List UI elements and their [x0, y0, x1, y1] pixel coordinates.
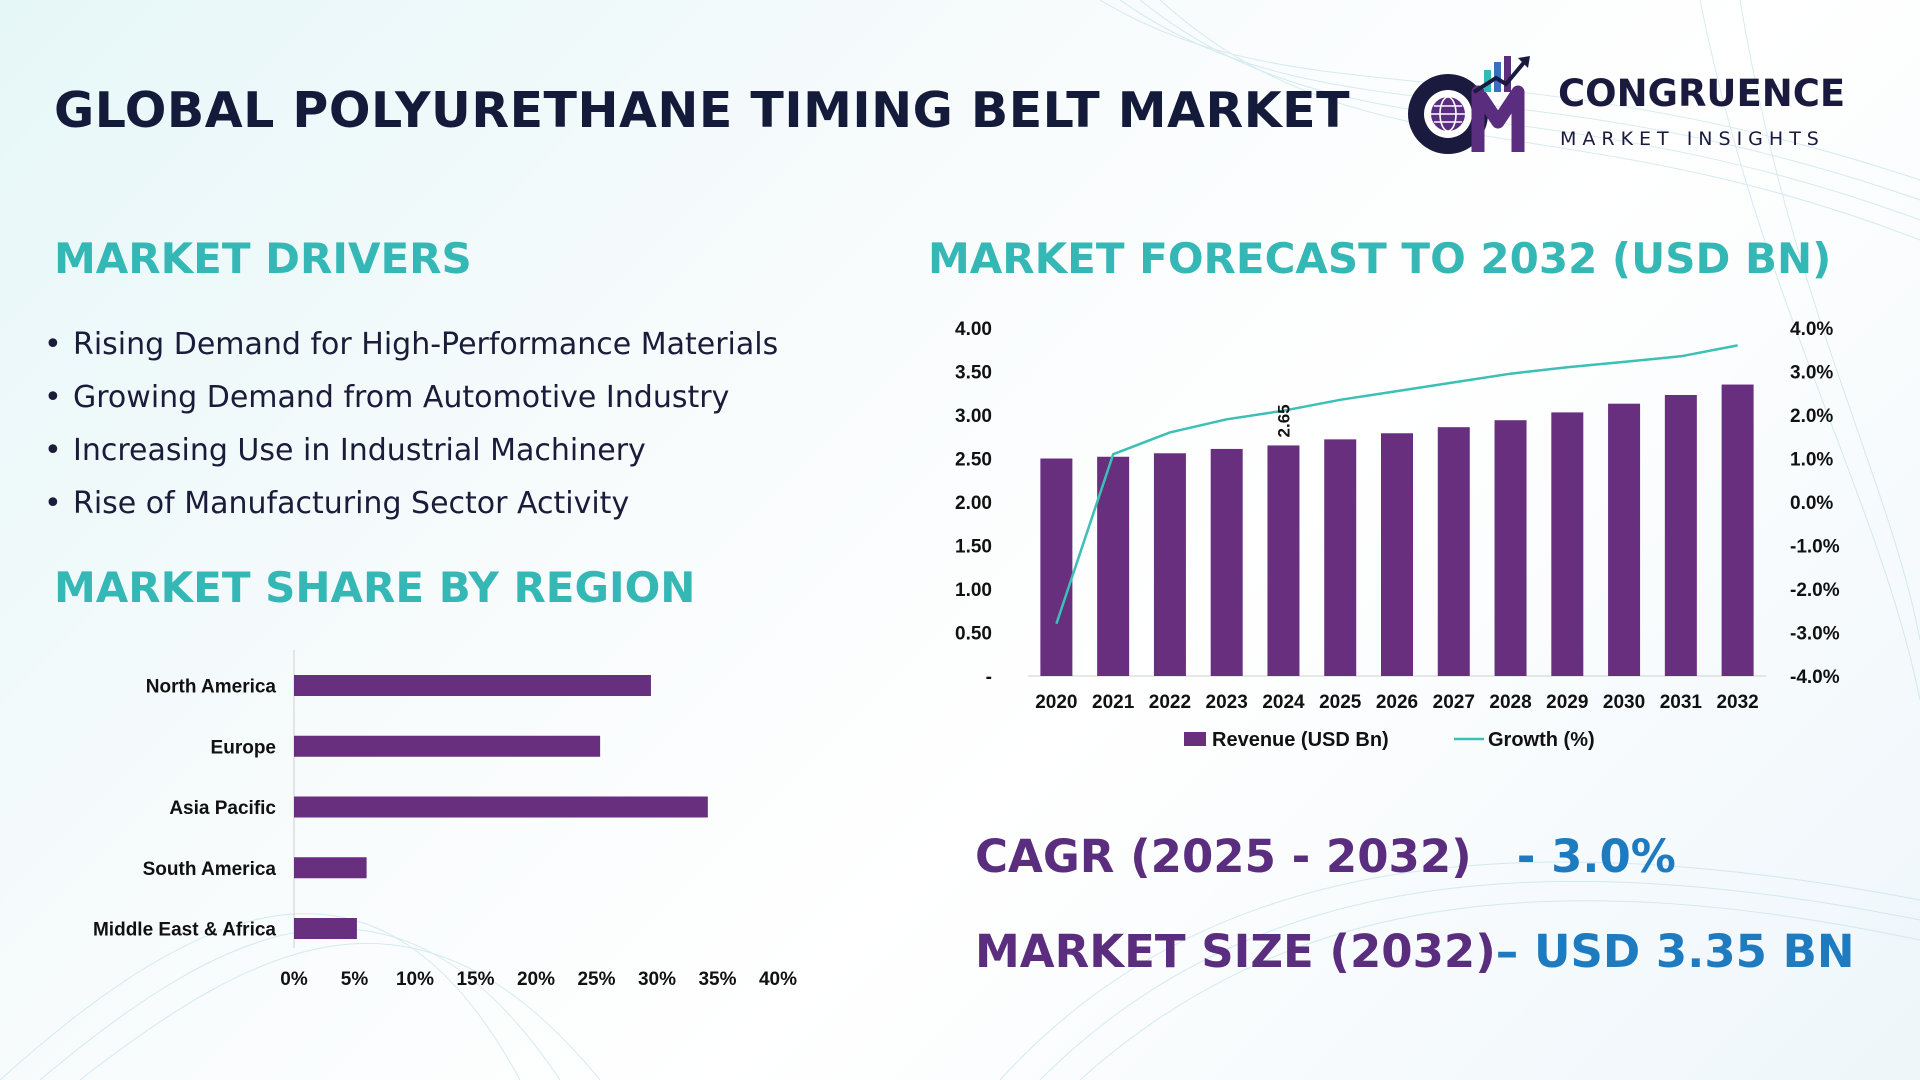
driver-text: Rising Demand for High-Performance Mater… [73, 327, 779, 362]
region-bar [294, 857, 367, 879]
driver-item: • Rise of Manufacturing Sector Activity [44, 477, 778, 530]
x-tick-label: 2023 [1206, 692, 1248, 713]
y-tick-label: 1.00 [955, 580, 992, 601]
revenue-bar [1267, 445, 1300, 676]
revenue-bar [1381, 433, 1413, 676]
driver-text: Rise of Manufacturing Sector Activity [73, 486, 630, 521]
brand-tagline: MARKET INSIGHTS [1560, 128, 1825, 150]
x-tick-label: 2028 [1489, 692, 1531, 713]
y2-tick-label: 3.0% [1790, 363, 1833, 384]
revenue-bar [1097, 456, 1130, 676]
y2-tick-label: 0.0% [1790, 493, 1833, 514]
revenue-bar [1664, 394, 1697, 676]
revenue-bar [1437, 427, 1470, 676]
revenue-bar [1153, 453, 1186, 676]
driver-item: • Growing Demand from Automotive Industry [44, 371, 778, 424]
bullet-icon: • [44, 433, 62, 468]
y2-tick-label: -1.0% [1790, 537, 1840, 558]
y2-tick-label: -2.0% [1790, 580, 1840, 601]
x-tick-label: 2032 [1716, 692, 1758, 713]
y-tick-label: 3.00 [955, 406, 992, 427]
category-label: Asia Pacific [169, 798, 276, 819]
y-tick-label: 0.50 [955, 624, 992, 645]
x-tick-label: 2029 [1546, 692, 1588, 713]
market-size-label: MARKET SIZE (2032) [975, 925, 1496, 978]
category-label: Middle East & Africa [93, 920, 276, 941]
cagr-value: - 3.0% [1516, 830, 1676, 883]
cm-monogram-icon [1408, 56, 1530, 154]
category-label: North America [146, 677, 277, 698]
market-size-value: – USD 3.35 BN [1495, 925, 1855, 978]
bullet-icon: • [44, 327, 62, 362]
y2-tick-label: -4.0% [1790, 667, 1840, 688]
market-size-kpi: MARKET SIZE (2032)– USD 3.35 BN [975, 925, 1855, 978]
region-bar [294, 675, 651, 696]
revenue-bar [1040, 458, 1073, 676]
driver-item: • Rising Demand for High-Performance Mate… [44, 318, 778, 371]
y-tick-label: - [986, 667, 992, 688]
y2-tick-label: 4.0% [1790, 319, 1833, 340]
x-tick-label: 40% [759, 969, 797, 990]
revenue-bar [1210, 448, 1243, 676]
y2-tick-label: -3.0% [1790, 624, 1840, 645]
y2-tick-label: 1.0% [1790, 450, 1833, 471]
revenue-bar [1324, 439, 1357, 676]
x-tick-label: 0% [280, 969, 308, 990]
growth-line [1055, 344, 1738, 625]
revenue-bar [1494, 420, 1527, 676]
legend-growth-label: Growth (%) [1488, 729, 1595, 751]
revenue-bar [1608, 403, 1641, 676]
revenue-bar [1721, 384, 1754, 676]
y-tick-label: 3.50 [955, 363, 992, 384]
page-title: GLOBAL POLYURETHANE TIMING BELT MARKET [54, 82, 1351, 139]
region-bar [294, 796, 708, 818]
legend-revenue-label: Revenue (USD Bn) [1212, 729, 1389, 751]
forecast-chart: - 0.50 1.00 1.50 2.00 2.50 3.00 3.50 4.00 -4.0% -3… [955, 319, 1840, 751]
x-tick-label: 20% [517, 969, 555, 990]
y2-tick-label: 2.0% [1790, 406, 1833, 427]
driver-text: Increasing Use in Industrial Machinery [73, 433, 646, 468]
brand-name: CONGRUENCE [1558, 72, 1846, 115]
bar-data-label: 2.65 [1274, 404, 1293, 437]
revenue-bar [1551, 412, 1584, 676]
region-heading: MARKET SHARE BY REGION [54, 563, 696, 612]
x-tick-label: 2027 [1433, 692, 1475, 713]
drivers-list: • Rising Demand for High-Performance Mate… [44, 318, 778, 530]
region-bar [294, 918, 357, 939]
drivers-heading: MARKET DRIVERS [54, 234, 472, 283]
x-tick-label: 2025 [1319, 692, 1362, 713]
category-label: Europe [211, 737, 276, 758]
bullet-icon: • [44, 486, 62, 521]
y-tick-label: 1.50 [955, 537, 992, 558]
x-tick-label: 35% [698, 969, 736, 990]
region-bar [294, 735, 601, 757]
x-tick-label: 2020 [1035, 692, 1077, 713]
y-tick-label: 4.00 [955, 319, 992, 340]
x-tick-label: 25% [577, 969, 615, 990]
x-tick-label: 5% [341, 969, 369, 990]
bullet-icon: • [44, 380, 62, 415]
x-tick-label: 2031 [1660, 692, 1703, 713]
x-tick-label: 2026 [1376, 692, 1418, 713]
x-tick-label: 10% [396, 969, 434, 990]
legend-revenue-swatch [1184, 732, 1206, 746]
cagr-label: CAGR (2025 - 2032) [975, 830, 1472, 883]
y-tick-label: 2.00 [955, 493, 992, 514]
brand-logo: CONGRUENCE MARKET INSIGHTS [1398, 52, 1866, 160]
driver-item: • Increasing Use in Industrial Machinery [44, 424, 778, 477]
x-tick-label: 2021 [1092, 692, 1135, 713]
driver-text: Growing Demand from Automotive Industry [73, 380, 730, 415]
x-tick-label: 2024 [1262, 692, 1305, 713]
y-tick-label: 2.50 [955, 450, 992, 471]
forecast-heading: MARKET FORECAST TO 2032 (USD BN) [928, 234, 1832, 283]
category-label: South America [143, 859, 277, 880]
cagr-kpi: CAGR (2025 - 2032) - 3.0% [975, 830, 1676, 883]
x-tick-label: 2022 [1149, 692, 1191, 713]
x-tick-label: 15% [456, 969, 494, 990]
x-tick-label: 2030 [1603, 692, 1645, 713]
region-share-chart: North America Europe Asia Pacific South Ame… [93, 650, 797, 990]
x-tick-label: 30% [638, 969, 676, 990]
